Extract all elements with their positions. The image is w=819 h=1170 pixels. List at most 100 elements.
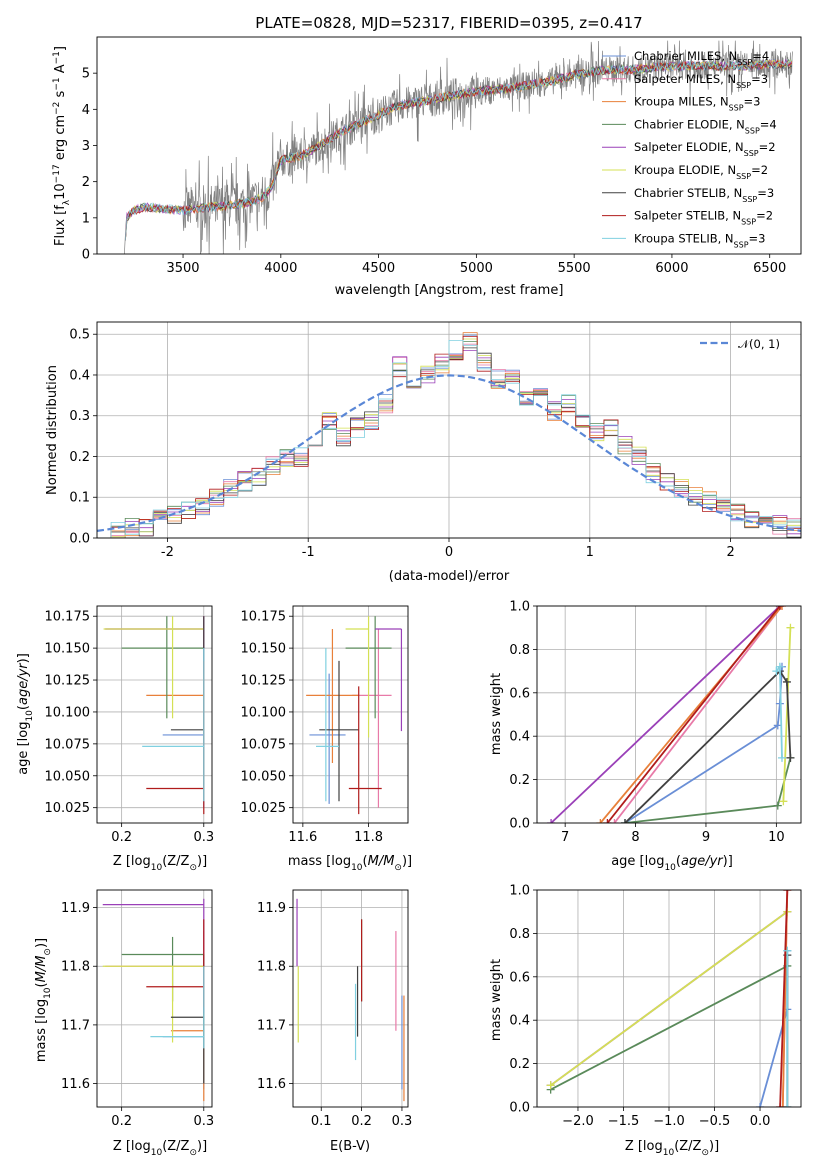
x-tick-label: 0.2 xyxy=(351,1114,372,1129)
x-tick-label: 7 xyxy=(561,830,569,845)
axes-frame xyxy=(96,889,213,1108)
plot-area xyxy=(546,890,792,1107)
x-axis-label: age [log10(age/yr)] xyxy=(611,854,733,873)
plot-area xyxy=(296,898,405,1102)
model-spectrum-kroupa_stelib xyxy=(125,59,793,241)
legend-label: Chabrier MILES, NSSP=4 xyxy=(634,49,769,67)
x-axis-label: E(B-V) xyxy=(330,1139,370,1154)
y-tick-label: 0.8 xyxy=(509,927,530,942)
axes-frame xyxy=(96,36,802,255)
x-tick-label: 6500 xyxy=(753,261,786,276)
y-tick-label: 11.8 xyxy=(61,960,90,975)
axes-5: 0.2 0.3 11.6 11.7 11.8 11.9 Z [log10(Z/Z⊙)] mas… xyxy=(34,889,214,1158)
y-tick-label: 10.175 xyxy=(241,610,287,625)
legend-label: Salpeter MILES, NSSP=3 xyxy=(634,72,768,90)
series-line-salpeter_stelib xyxy=(606,606,781,823)
y-axis-label: Normed distribution xyxy=(45,365,60,495)
histogram-kroupa_stelib xyxy=(97,340,801,538)
y-tick-label: 10.175 xyxy=(45,610,91,625)
series-marker-kroupa_stelib xyxy=(775,662,784,671)
model-spectrum-kroupa_elodie xyxy=(125,59,792,241)
x-axis-label: (data-model)/error xyxy=(389,569,510,584)
y-tick-label: 10.150 xyxy=(241,642,287,657)
y-tick-label: 11.6 xyxy=(61,1077,90,1092)
series-line-salpeter_miles xyxy=(613,606,783,823)
axes-frame xyxy=(96,605,213,824)
x-axis-label: mass [log10(M/M⊙)] xyxy=(288,854,412,873)
series-marker-salpeter_miles xyxy=(610,819,619,823)
x-tick-label: 4000 xyxy=(264,261,297,276)
x-tick-label: 0.0 xyxy=(750,1114,771,1129)
x-axis-label: Z [log10(Z/Z⊙)] xyxy=(113,1139,207,1158)
x-tick-label: −2.0 xyxy=(562,1114,594,1129)
x-tick-label: 0.3 xyxy=(392,1114,413,1129)
y-axis-label: age [log10(age/yr)] xyxy=(16,653,35,775)
y-tick-label: 10.125 xyxy=(45,674,91,689)
y-tick-label: 10.050 xyxy=(241,769,287,784)
y-tick-label: 1.0 xyxy=(509,884,530,899)
axes-6: 0.1 0.2 0.3 11.6 11.7 11.8 11.9 E(B-V) xyxy=(257,889,413,1154)
model-spectrum-salpeter_stelib xyxy=(125,60,793,241)
y-tick-label: 0.4 xyxy=(509,730,530,745)
legend-label: Chabrier ELODIE, NSSP=4 xyxy=(634,117,777,135)
series-marker-chabrier_elodie xyxy=(773,801,782,810)
y-tick-label: 4 xyxy=(82,103,90,118)
y-axis-label: mass weight xyxy=(489,673,504,755)
y-tick-label: 3 xyxy=(82,139,90,154)
y-tick-label: 0.5 xyxy=(69,328,90,343)
y-tick-label: 0.1 xyxy=(69,491,90,506)
series-marker-kroupa_miles xyxy=(596,819,605,823)
y-tick-label: 11.9 xyxy=(61,901,90,916)
series-marker-kroupa_miles xyxy=(777,606,786,610)
legend-label: Kroupa MILES, NSSP=3 xyxy=(634,95,760,113)
x-tick-label: 0.3 xyxy=(193,830,214,845)
observed-spectrum xyxy=(124,40,794,254)
y-tick-label: 0.6 xyxy=(509,970,530,985)
legend-label: Salpeter STELIB, NSSP=2 xyxy=(634,209,773,227)
axes-frame xyxy=(536,605,802,824)
x-tick-label: 0.3 xyxy=(193,1114,214,1129)
x-axis-label: Z [log10(Z/Z⊙)] xyxy=(113,854,207,873)
series-line-chabrier_elodie xyxy=(624,757,792,823)
x-tick-label: -1 xyxy=(302,545,315,560)
series-line-chabrier_stelib xyxy=(624,669,792,823)
plot-area xyxy=(102,898,205,1102)
series-marker-salpeter_stelib xyxy=(776,1103,785,1107)
y-axis-label: Flux [fλ10−17 erg cm−2 s−1 A−1] xyxy=(52,46,72,246)
axes-0: 3500 4000 4500 5000 5500 6000 6500 0 1 2 3 4 5 Chabri… xyxy=(52,14,802,298)
y-tick-label: 11.9 xyxy=(257,901,286,916)
axes-7: −2.0 −1.5 −1.0 −0.5 0.0 0.0 0.2 0.4 0.6 0.8 1.0 Z [… xyxy=(489,884,802,1158)
plot-area xyxy=(103,616,205,815)
y-tick-label: 11.7 xyxy=(61,1018,90,1033)
x-tick-label: −0.5 xyxy=(699,1114,731,1129)
y-tick-label: 1.0 xyxy=(509,600,530,615)
axes-frame xyxy=(292,605,409,824)
x-tick-label: −1.5 xyxy=(608,1114,640,1129)
gaussian-curve xyxy=(97,374,801,532)
axes-1: -2 -1 0 1 2 0.0 0.1 0.2 0.3 0.4 0.5 𝒩(0, 1) (data-mo… xyxy=(45,321,802,584)
series-line-chabrier_elodie xyxy=(550,965,788,1091)
y-tick-label: 1 xyxy=(82,211,90,226)
axes-4: 7 8 9 10 0.0 0.2 0.4 0.6 0.8 1.0 age [log10(age/yr… xyxy=(489,600,802,873)
y-tick-label: 0.2 xyxy=(509,773,530,788)
model-spectrum-chabrier_stelib xyxy=(125,59,792,241)
y-tick-label: 0.4 xyxy=(69,368,90,383)
axes-frame xyxy=(96,321,802,539)
series-marker-kroupa_stelib xyxy=(783,946,792,955)
x-tick-label: 5000 xyxy=(460,261,493,276)
x-tick-label: 4500 xyxy=(362,261,395,276)
x-tick-label: 5500 xyxy=(558,261,591,276)
y-tick-label: 0.8 xyxy=(509,643,530,658)
y-tick-label: 10.075 xyxy=(45,737,91,752)
x-tick-label: 6000 xyxy=(655,261,688,276)
y-tick-label: 0.6 xyxy=(509,686,530,701)
y-tick-label: 5 xyxy=(82,67,90,82)
y-axis-label: mass weight xyxy=(489,959,504,1041)
x-tick-label: 9 xyxy=(702,830,710,845)
y-tick-label: 0.2 xyxy=(509,1057,530,1072)
y-tick-label: 0 xyxy=(82,248,90,263)
series-marker-chabrier_miles xyxy=(756,1103,765,1107)
legend-label: Kroupa STELIB, NSSP=3 xyxy=(634,231,765,249)
x-tick-label: 0.2 xyxy=(111,830,132,845)
